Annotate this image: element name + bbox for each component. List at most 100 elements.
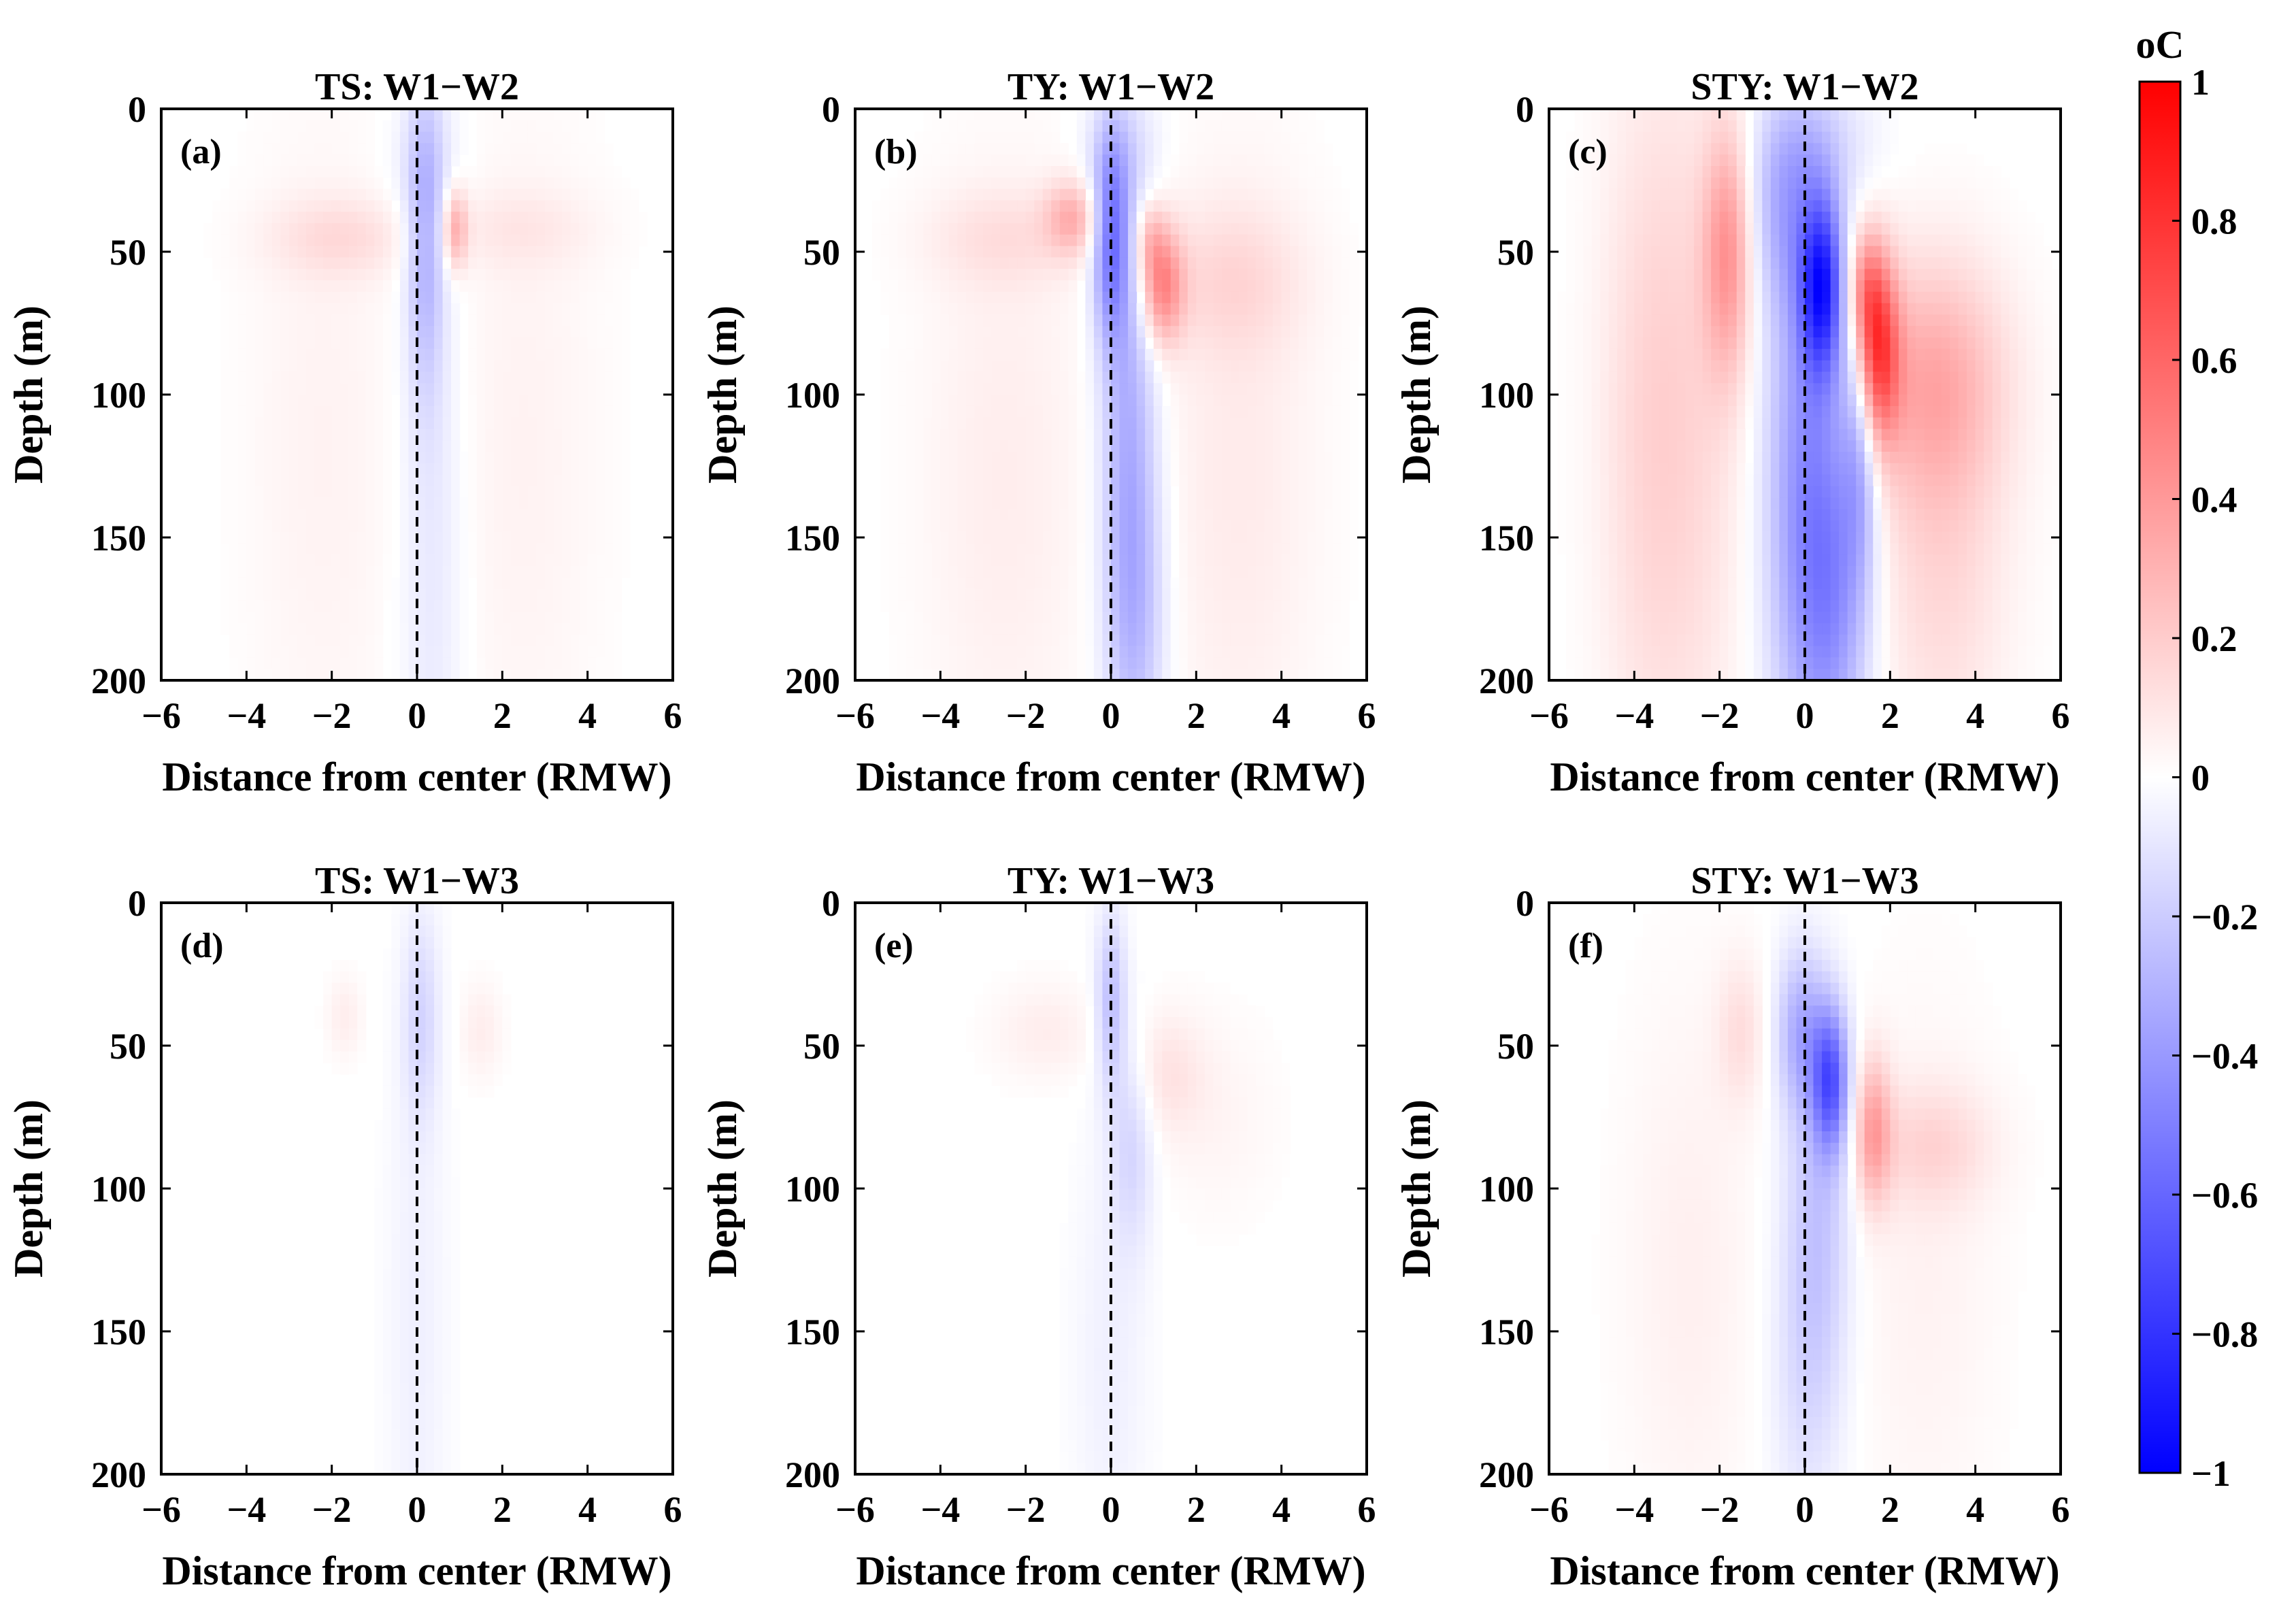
heatmap-cell bbox=[914, 405, 924, 418]
heatmap-cell bbox=[1247, 497, 1257, 510]
heatmap-cell bbox=[1187, 600, 1197, 612]
heatmap-cell bbox=[237, 383, 247, 395]
heatmap-cell bbox=[1051, 303, 1061, 315]
heatmap-cell bbox=[323, 577, 333, 590]
heatmap-cell bbox=[1000, 120, 1010, 133]
heatmap-cell bbox=[399, 634, 410, 647]
heatmap-cell bbox=[931, 531, 941, 544]
heatmap-cell bbox=[1221, 212, 1231, 224]
heatmap-cell bbox=[1102, 497, 1112, 510]
heatmap-cell bbox=[613, 612, 622, 624]
heatmap-cell bbox=[1256, 452, 1265, 464]
heatmap-cell bbox=[493, 166, 503, 178]
heatmap-cell bbox=[1324, 577, 1333, 590]
heatmap-cell bbox=[957, 188, 967, 201]
heatmap-cell bbox=[1213, 623, 1222, 635]
heatmap-cell bbox=[1162, 109, 1171, 121]
heatmap-cell bbox=[1170, 577, 1180, 590]
heatmap-cell bbox=[579, 634, 588, 647]
heatmap-cell bbox=[297, 371, 307, 384]
heatmap-cell bbox=[399, 109, 410, 121]
heatmap-cell bbox=[983, 405, 993, 418]
heatmap-cell bbox=[1170, 177, 1180, 190]
heatmap-cell bbox=[1332, 497, 1342, 510]
heatmap-cell bbox=[1085, 371, 1095, 384]
heatmap-cell bbox=[974, 120, 984, 133]
heatmap-cell bbox=[965, 577, 976, 590]
heatmap-cell bbox=[229, 554, 239, 567]
heatmap-cell bbox=[1281, 623, 1291, 635]
heatmap-cell bbox=[1145, 600, 1154, 612]
heatmap-cell bbox=[1008, 657, 1018, 669]
heatmap-cell bbox=[271, 177, 282, 190]
heatmap-cell bbox=[391, 212, 401, 224]
heatmap-cell bbox=[476, 612, 486, 624]
heatmap-cell bbox=[1204, 337, 1214, 350]
heatmap-cell bbox=[459, 657, 469, 669]
heatmap-cell bbox=[545, 566, 554, 578]
heatmap-cell bbox=[889, 326, 899, 338]
heatmap-cell bbox=[948, 577, 958, 590]
heatmap-cell bbox=[527, 188, 537, 201]
heatmap-cell bbox=[493, 234, 503, 247]
heatmap-cell bbox=[1025, 634, 1035, 647]
heatmap-cell bbox=[374, 429, 384, 441]
heatmap-cell bbox=[271, 337, 282, 350]
heatmap-cell bbox=[596, 577, 605, 590]
heatmap-cell bbox=[306, 405, 316, 418]
heatmap-cell bbox=[1111, 109, 1120, 121]
heatmap-cell bbox=[323, 657, 333, 669]
heatmap-cell bbox=[1315, 417, 1325, 429]
heatmap-cell bbox=[553, 326, 563, 338]
heatmap-cell bbox=[434, 371, 444, 384]
heatmap-cell bbox=[1076, 543, 1086, 555]
heatmap-cell bbox=[1204, 588, 1214, 601]
heatmap-cell bbox=[974, 463, 984, 476]
heatmap-cell bbox=[1349, 588, 1359, 601]
heatmap-cell bbox=[382, 166, 392, 178]
heatmap-cell bbox=[1042, 383, 1052, 395]
heatmap-cell bbox=[425, 612, 435, 624]
heatmap-cell bbox=[237, 520, 247, 533]
heatmap-cell bbox=[1349, 395, 1359, 407]
heatmap-cell bbox=[229, 474, 239, 486]
heatmap-cell bbox=[1221, 509, 1231, 521]
heatmap-cell bbox=[1059, 188, 1069, 201]
heatmap-cell bbox=[1162, 509, 1171, 521]
heatmap-cell bbox=[1111, 600, 1120, 612]
heatmap-cell bbox=[940, 131, 950, 144]
heatmap-cell bbox=[1128, 314, 1137, 327]
heatmap-cell bbox=[1008, 177, 1018, 190]
heatmap-cell bbox=[1281, 474, 1291, 486]
heatmap-cell bbox=[562, 303, 571, 315]
heatmap-cell bbox=[1341, 234, 1350, 247]
heatmap-cell bbox=[983, 486, 993, 498]
heatmap-cell bbox=[1290, 234, 1299, 247]
heatmap-cell bbox=[425, 554, 435, 567]
heatmap-cell bbox=[289, 669, 299, 680]
heatmap-cell bbox=[914, 291, 924, 304]
heatmap-cell bbox=[229, 509, 239, 521]
heatmap-cell bbox=[621, 269, 631, 281]
heatmap-cell bbox=[536, 269, 546, 281]
heatmap-cell bbox=[1025, 154, 1035, 167]
heatmap-cell bbox=[1059, 257, 1069, 269]
heatmap-cell bbox=[408, 669, 418, 680]
heatmap-cell bbox=[923, 269, 933, 281]
heatmap-cell bbox=[923, 440, 933, 452]
heatmap-cell bbox=[1281, 486, 1291, 498]
heatmap-cell bbox=[340, 497, 350, 510]
heatmap-cell bbox=[510, 531, 520, 544]
heatmap-cell bbox=[562, 188, 571, 201]
heatmap-cell bbox=[306, 360, 316, 372]
heatmap-cell bbox=[596, 131, 605, 144]
heatmap-cell bbox=[1349, 348, 1359, 361]
heatmap-cell bbox=[348, 120, 358, 133]
heatmap-cell bbox=[1281, 463, 1291, 476]
heatmap-cell bbox=[442, 588, 452, 601]
heatmap-cell bbox=[1170, 326, 1180, 338]
heatmap-cell bbox=[1068, 577, 1078, 590]
heatmap-cell bbox=[1204, 246, 1214, 258]
heatmap-cell bbox=[314, 634, 324, 647]
heatmap-cell bbox=[1221, 463, 1231, 476]
